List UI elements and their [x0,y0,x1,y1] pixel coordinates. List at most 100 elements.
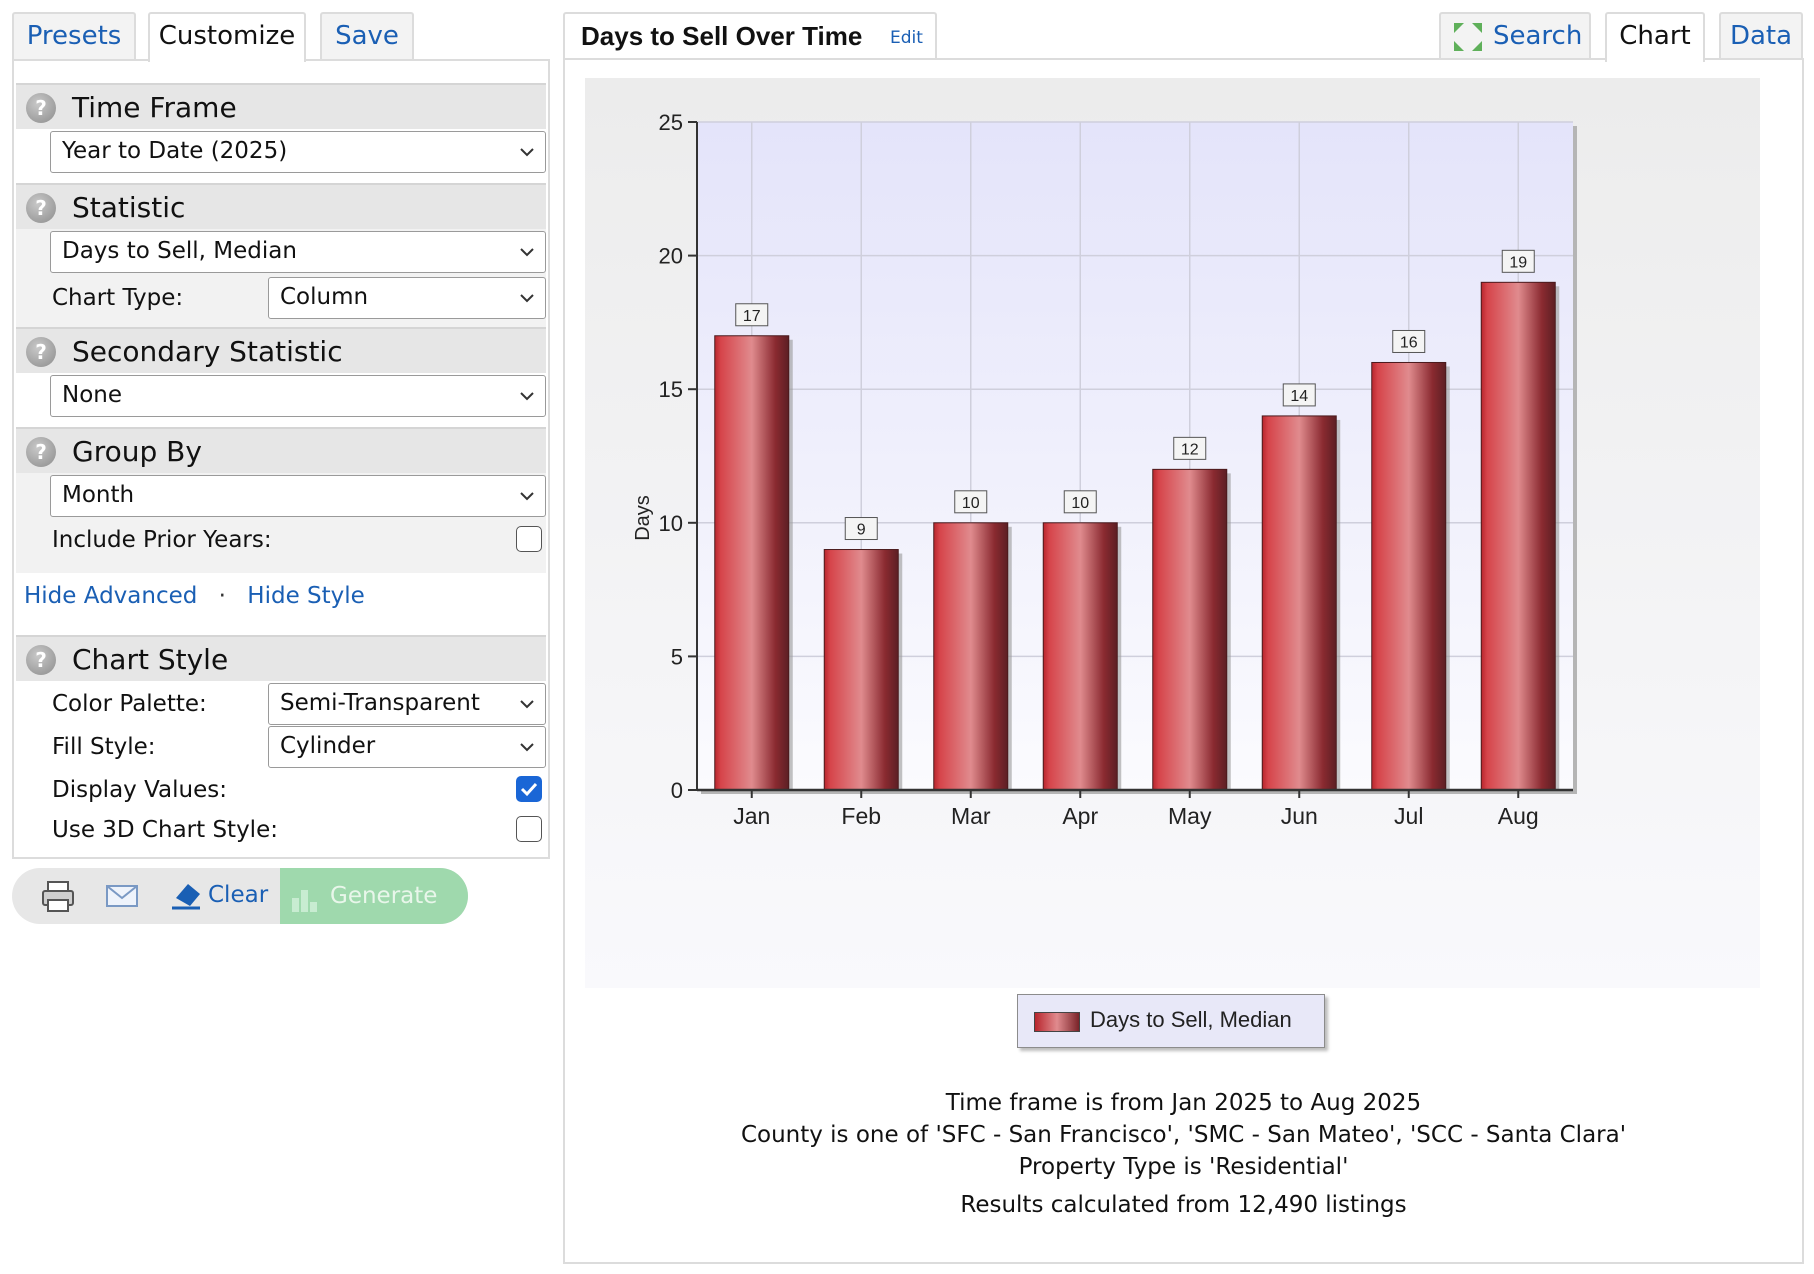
data-label: 10 [1071,495,1089,512]
clear-label: Clear [208,882,269,908]
help-icon[interactable]: ? [26,437,56,467]
statistic-select[interactable]: Days to Sell, Median [50,231,546,273]
customize-panel: ? Time Frame Year to Date (2025) ? Stati… [12,59,550,859]
days-to-sell-chart: 17 9 10 10 12 14 16 19 0 5 10 15 20 25 Jan Feb Mar Apr Ma… [585,78,1760,988]
email-button[interactable] [104,868,140,924]
caption-time-frame: Time frame is from Jan 2025 to Aug 2025 [945,1090,1422,1116]
data-label-box [1063,490,1097,514]
generate-label: Generate [330,883,438,909]
caption-listings-count: Results calculated from 12,490 listings [960,1192,1407,1218]
generate-button[interactable]: Generate [280,868,468,924]
print-button[interactable] [40,868,76,924]
eraser-icon [172,884,200,910]
chart-title-tab: Days to Sell Over Time Edit [563,12,937,60]
tab-data[interactable]: Data [1719,12,1803,60]
hide-style-link[interactable]: Hide Style [247,583,365,609]
chart-axes: 0 5 10 15 20 25 Jan Feb Mar Apr May Jun Jul Aug [659,110,1573,829]
use-3d-checkbox[interactable] [516,816,542,842]
link-separator: · [218,583,226,609]
x-tick-label: Jun [1281,803,1318,829]
chart-type-label: Chart Type: [52,285,184,311]
data-label: 10 [962,495,980,512]
chevron-down-icon [520,700,534,709]
data-label-box [735,303,769,327]
bar [933,522,1009,791]
left-tabs: Presets Customize Save [12,12,550,62]
section-title: Group By [72,435,202,468]
fill-style-select[interactable]: Cylinder [268,726,546,768]
section-chart-style: ? Chart Style [16,635,546,681]
secondary-statistic-select[interactable]: None [50,375,546,417]
y-tick-label: 20 [659,244,683,269]
bar [714,335,790,791]
time-frame-select[interactable]: Year to Date (2025) [50,131,546,173]
bar [1042,522,1118,791]
display-values-checkbox[interactable] [516,776,542,802]
y-tick-label: 25 [659,110,683,135]
data-label: 12 [1181,441,1199,458]
chart-type-select[interactable]: Column [268,277,546,319]
help-icon[interactable]: ? [26,93,56,123]
chevron-down-icon [520,492,534,501]
bar [1261,415,1337,791]
advanced-links: Hide Advanced · Hide Style [24,583,365,609]
envelope-icon [106,885,138,907]
caption-property-type: Property Type is 'Residential' [1018,1154,1349,1180]
section-group-by: ? Group By [16,427,546,473]
data-label-box [1501,249,1535,273]
checkmark-icon [520,782,538,797]
hide-advanced-link[interactable]: Hide Advanced [24,583,198,609]
legend-swatch [1034,1012,1080,1032]
select-value: Month [62,482,135,508]
help-icon[interactable]: ? [26,193,56,223]
y-tick-label: 5 [671,644,683,669]
help-icon[interactable]: ? [26,337,56,367]
bar [823,549,899,791]
chart-legend-box: Days to Sell, Median [1017,994,1325,1048]
tab-chart[interactable]: Chart [1605,12,1705,62]
include-prior-years-label: Include Prior Years: [52,527,272,553]
x-tick-label: Mar [951,803,991,829]
data-label-box [954,490,988,514]
tab-presets[interactable]: Presets [12,12,136,60]
tab-customize[interactable]: Customize [148,12,306,62]
chevron-down-icon [520,248,534,257]
data-label-box [1392,329,1426,353]
data-label: 16 [1400,334,1418,351]
section-title: Time Frame [72,91,237,124]
include-prior-years-checkbox[interactable] [516,526,542,552]
section-secondary-statistic: ? Secondary Statistic [16,327,546,373]
select-value: Days to Sell, Median [62,238,297,264]
x-tick-label: Feb [841,803,881,829]
action-toolbar: Clear Generate [12,868,468,924]
legend-label: Days to Sell, Median [1090,1007,1292,1032]
search-tab-label: Search [1493,21,1583,51]
bar-chart-icon [292,890,317,912]
tab-save[interactable]: Save [320,12,414,60]
tab-search[interactable]: Search [1439,12,1591,60]
caption-county: County is one of 'SFC - San Francisco', … [740,1122,1627,1148]
bar [1480,281,1556,791]
x-tick-label: Apr [1062,803,1098,829]
data-label-box [1282,383,1316,407]
chart-bars: 17 9 10 10 12 14 16 19 [714,249,1560,791]
bar [1371,361,1447,791]
display-values-label: Display Values: [52,777,227,803]
select-value: None [62,382,123,408]
data-label: 14 [1290,388,1308,405]
edit-title-link[interactable]: Edit [890,28,923,48]
data-label-box [1173,436,1207,460]
left-panel: Presets Customize Save ? Time Frame Year… [12,12,550,859]
data-label-box [844,517,878,541]
chart-panel: 17 9 10 10 12 14 16 19 0 5 10 15 20 25 Jan Feb Mar Apr Ma… [563,58,1804,1264]
color-palette-select[interactable]: Semi-Transparent [268,683,546,725]
right-tabs: Days to Sell Over Time Edit Search Chart… [563,12,1803,62]
group-by-select[interactable]: Month [50,475,546,517]
clear-button[interactable]: Clear [170,868,274,924]
data-label: 19 [1509,254,1527,271]
y-tick-label: 15 [659,377,683,402]
help-icon[interactable]: ? [26,645,56,675]
select-value: Cylinder [280,733,376,759]
chevron-down-icon [520,743,534,752]
select-value: Semi-Transparent [280,690,480,716]
